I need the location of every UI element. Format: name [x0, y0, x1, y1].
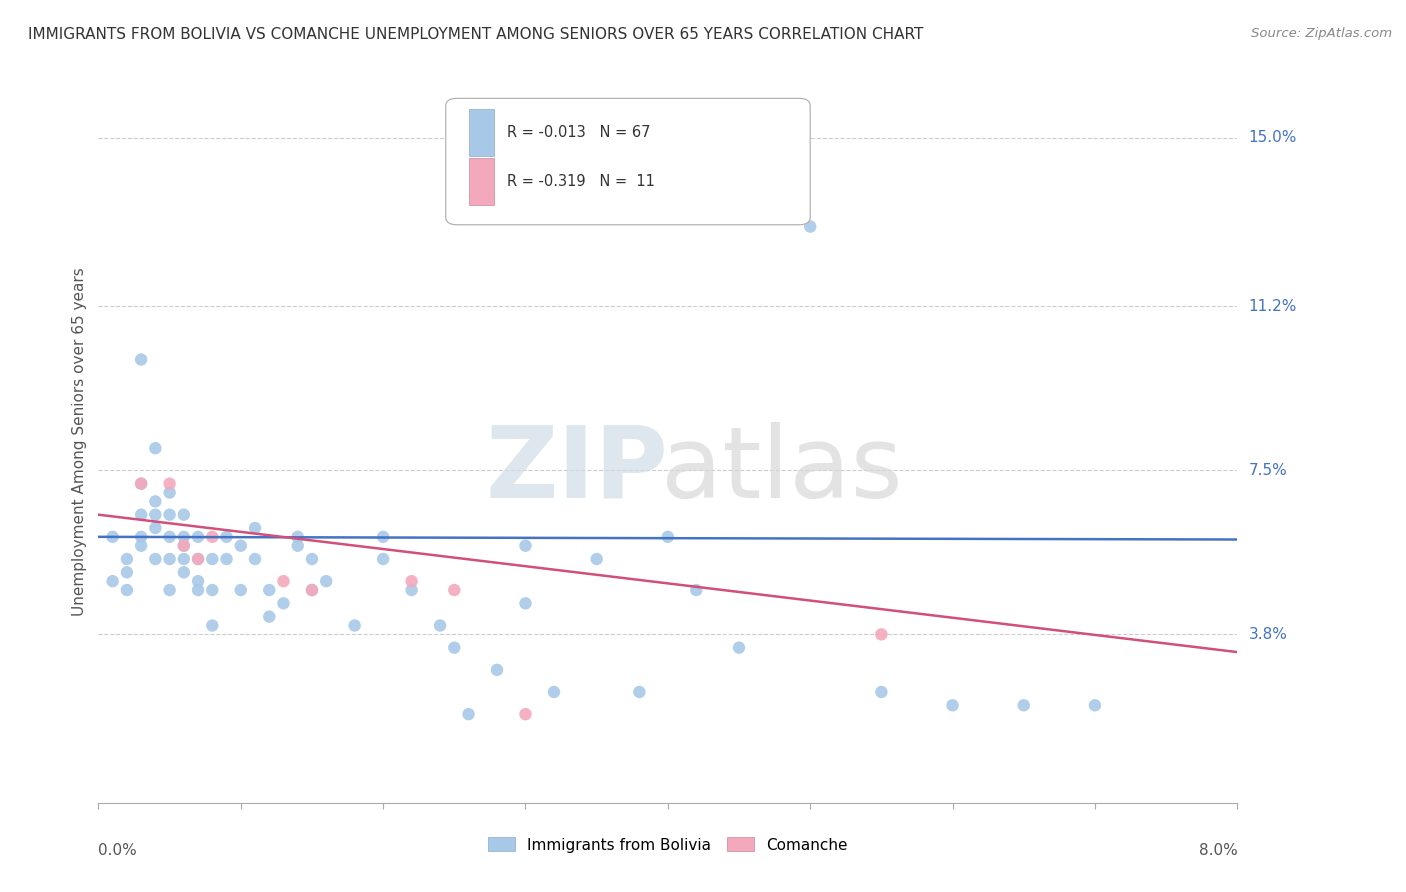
Point: [401, 574, 423, 589]
Point: [1084, 698, 1107, 713]
Point: [457, 707, 479, 722]
Point: [301, 582, 323, 597]
Point: [585, 552, 607, 566]
Point: [301, 582, 323, 597]
Point: [129, 476, 152, 491]
Point: [145, 441, 167, 455]
Point: [273, 574, 295, 589]
Text: atlas: atlas: [661, 422, 903, 519]
Point: [371, 530, 394, 544]
Point: [1012, 698, 1035, 713]
Point: [273, 596, 295, 610]
Point: [129, 508, 152, 522]
Point: [173, 530, 195, 544]
Point: [187, 552, 209, 566]
Text: 7.5%: 7.5%: [1249, 463, 1286, 478]
Point: [215, 552, 238, 566]
Point: [443, 640, 465, 655]
Text: R = -0.013   N = 67: R = -0.013 N = 67: [508, 125, 651, 140]
Point: [115, 582, 138, 597]
Bar: [468, 158, 494, 205]
Point: [515, 707, 537, 722]
Point: [429, 618, 451, 632]
Point: [101, 530, 124, 544]
Point: [515, 539, 537, 553]
Point: [685, 582, 707, 597]
Text: IMMIGRANTS FROM BOLIVIA VS COMANCHE UNEMPLOYMENT AMONG SENIORS OVER 65 YEARS COR: IMMIGRANTS FROM BOLIVIA VS COMANCHE UNEM…: [28, 27, 924, 42]
Point: [159, 508, 181, 522]
Point: [101, 574, 124, 589]
Point: [173, 508, 195, 522]
Point: [486, 663, 509, 677]
Point: [515, 596, 537, 610]
Point: [187, 582, 209, 597]
Point: [187, 574, 209, 589]
Point: [173, 566, 195, 580]
Point: [201, 582, 224, 597]
Point: [243, 521, 266, 535]
Text: R = -0.319   N =  11: R = -0.319 N = 11: [508, 174, 655, 189]
Text: 11.2%: 11.2%: [1249, 299, 1296, 314]
Point: [115, 552, 138, 566]
Text: 15.0%: 15.0%: [1249, 130, 1296, 145]
Point: [173, 552, 195, 566]
Point: [159, 552, 181, 566]
Point: [870, 627, 893, 641]
Y-axis label: Unemployment Among Seniors over 65 years: Unemployment Among Seniors over 65 years: [72, 268, 87, 615]
Bar: [468, 109, 494, 156]
Point: [187, 530, 209, 544]
Text: ZIP: ZIP: [485, 422, 668, 519]
Point: [259, 609, 281, 624]
Point: [799, 219, 821, 234]
Point: [201, 530, 224, 544]
Point: [159, 582, 181, 597]
Point: [159, 530, 181, 544]
Point: [243, 552, 266, 566]
Point: [942, 698, 965, 713]
Point: [543, 685, 565, 699]
Point: [657, 530, 679, 544]
Point: [145, 508, 167, 522]
Point: [315, 574, 337, 589]
Point: [159, 485, 181, 500]
Point: [129, 352, 152, 367]
Point: [129, 476, 152, 491]
Point: [443, 582, 465, 597]
Point: [628, 685, 651, 699]
FancyBboxPatch shape: [446, 98, 810, 225]
Legend: Immigrants from Bolivia, Comanche: Immigrants from Bolivia, Comanche: [479, 830, 856, 860]
Text: 8.0%: 8.0%: [1198, 843, 1237, 857]
Point: [870, 685, 893, 699]
Point: [229, 582, 252, 597]
Point: [259, 582, 281, 597]
Point: [728, 640, 751, 655]
Point: [129, 530, 152, 544]
Point: [287, 530, 309, 544]
Point: [229, 539, 252, 553]
Text: 3.8%: 3.8%: [1249, 627, 1288, 642]
Point: [301, 552, 323, 566]
Point: [215, 530, 238, 544]
Text: Source: ZipAtlas.com: Source: ZipAtlas.com: [1251, 27, 1392, 40]
Point: [343, 618, 366, 632]
Point: [401, 582, 423, 597]
Point: [115, 566, 138, 580]
Point: [145, 552, 167, 566]
Point: [129, 539, 152, 553]
Point: [145, 521, 167, 535]
Point: [201, 618, 224, 632]
Point: [159, 476, 181, 491]
Point: [173, 539, 195, 553]
Point: [201, 552, 224, 566]
Point: [145, 494, 167, 508]
Point: [173, 539, 195, 553]
Point: [371, 552, 394, 566]
Point: [287, 539, 309, 553]
Text: 0.0%: 0.0%: [98, 843, 138, 857]
Point: [187, 552, 209, 566]
